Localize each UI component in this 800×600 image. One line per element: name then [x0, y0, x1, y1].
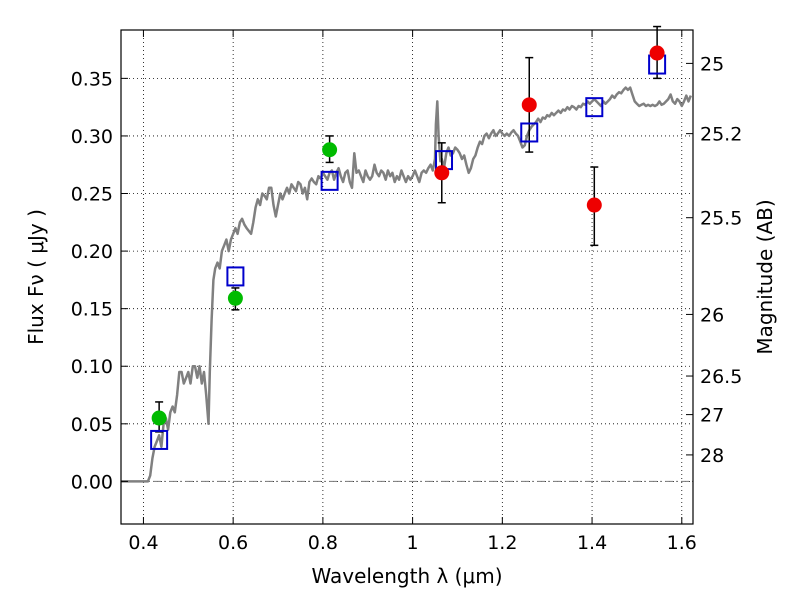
model-flux-square	[520, 122, 539, 143]
y-tick-label: 0.30	[71, 126, 113, 148]
photometry-point	[434, 165, 450, 181]
photometry-point	[586, 197, 602, 213]
photometry-point	[521, 97, 537, 113]
y2-tick-label: 25.2	[700, 124, 742, 146]
x-tick-label: 1.6	[667, 532, 697, 554]
y2-tick-label: 26.5	[700, 366, 742, 388]
x-axis-title: Wavelength λ (μm)	[311, 564, 502, 588]
photometry-point	[322, 142, 338, 158]
y-tick-label: 0.10	[71, 356, 113, 378]
x-tick-label: 0.4	[128, 532, 158, 554]
photometry-point	[227, 290, 243, 306]
y2-tick-label: 25.5	[700, 208, 742, 230]
y-tick-label: 0.00	[71, 471, 113, 493]
model-flux-square	[320, 170, 339, 191]
y-axis-title: Flux Fν ( μJy )	[24, 209, 48, 345]
x-tick-label: 1.4	[577, 532, 607, 554]
y-tick-label: 0.25	[71, 184, 113, 206]
y-tick-label: 0.05	[71, 414, 113, 436]
model-flux-square	[226, 266, 245, 287]
photometry-point	[151, 410, 167, 426]
x-tick-label: 1	[407, 532, 419, 554]
y2-tick-label: 26	[700, 304, 724, 326]
plot-frame	[120, 29, 694, 525]
model-spectrum-line	[121, 86, 692, 483]
model-flux-square	[585, 97, 604, 118]
y2-axis-title: Magnitude (AB)	[753, 199, 777, 354]
x-axis: 0.4 0.6 0.8 1 1.2 1.4 1.6	[128, 30, 697, 554]
y-axis-left: 0.00 0.05 0.10 0.15 0.20 0.25 0.30 0.35	[71, 68, 128, 493]
y-tick-label: 0.20	[71, 241, 113, 263]
y-tick-label: 0.15	[71, 299, 113, 321]
y-axis-right: 25 25.2 25.5 26 26.5 27 28	[686, 53, 742, 467]
y2-tick-label: 28	[700, 445, 724, 467]
x-tick-label: 0.6	[218, 532, 248, 554]
x-tick-label: 0.8	[308, 532, 338, 554]
model-flux-square	[150, 429, 169, 450]
x-tick-label: 1.2	[487, 532, 517, 554]
y-tick-label: 0.35	[71, 68, 113, 90]
y2-tick-label: 27	[700, 405, 724, 427]
plot-area	[121, 25, 692, 483]
grid	[121, 30, 693, 524]
photometry-point	[649, 45, 665, 61]
y2-tick-label: 25	[700, 53, 724, 75]
